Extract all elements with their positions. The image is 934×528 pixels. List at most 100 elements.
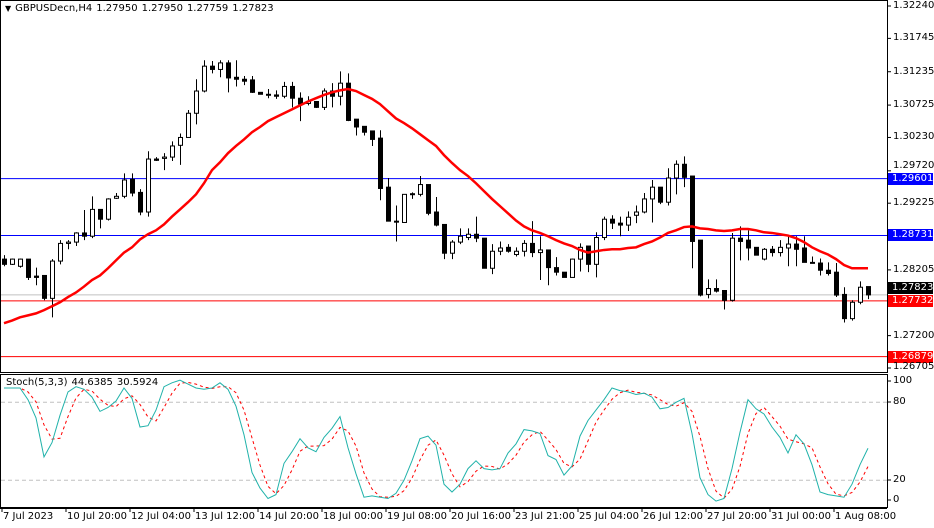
candle (602, 216, 607, 241)
candle-body (58, 242, 63, 262)
candle (42, 274, 47, 301)
candle (314, 100, 319, 109)
stoch-axis-label: 20 (893, 474, 906, 485)
candle (450, 240, 455, 260)
candle (290, 81, 295, 108)
main-panel-frame (0, 0, 888, 373)
candle-body (10, 258, 15, 265)
stoch-name: Stoch(5,3,3) (6, 377, 68, 388)
candle (826, 262, 831, 276)
price-tick-label: 1.27200 (893, 329, 934, 341)
stoch-header: Stoch(5,3,3) 44.6385 30.5924 (6, 377, 158, 388)
candle-body (722, 289, 727, 301)
candle-body (74, 232, 79, 243)
candle-body (130, 178, 135, 194)
candle (746, 230, 751, 261)
candle (442, 223, 447, 260)
candle (170, 141, 175, 162)
candle-body (154, 158, 159, 161)
candle-body (378, 137, 383, 189)
candle-body (410, 193, 415, 196)
candle (74, 232, 79, 247)
candle (418, 176, 423, 197)
candle-body (42, 274, 47, 299)
candle-body (666, 177, 671, 203)
candle (818, 258, 823, 276)
symbol-timeframe: GBPUSDecn,H4 (15, 3, 93, 14)
candle (474, 216, 479, 243)
candle (674, 160, 679, 195)
candle-body (26, 258, 31, 278)
candle (522, 240, 527, 257)
candle (378, 130, 383, 201)
price-tick-label: 1.31745 (893, 32, 934, 44)
current-price-label: 1.27823 (888, 281, 933, 294)
candle-body (474, 233, 479, 239)
candle-body (178, 136, 183, 146)
candle (58, 240, 63, 265)
horizontal-line-price-label[interactable]: 1.26879 (888, 350, 933, 363)
candle-body (234, 76, 239, 80)
candle (530, 221, 535, 258)
candle (594, 232, 599, 278)
candle (514, 247, 519, 257)
candle (642, 193, 647, 214)
horizontal-line-price-label[interactable]: 1.29601 (888, 172, 933, 185)
candle-body (314, 100, 319, 108)
candle-body (746, 239, 751, 249)
price-tick-label: 1.28205 (893, 263, 934, 275)
candle-body (834, 271, 839, 296)
candle (330, 83, 335, 108)
candle-body (642, 198, 647, 213)
candle-body (650, 186, 655, 200)
candle-body (170, 145, 175, 158)
candle-body (578, 246, 583, 260)
candle-body (554, 267, 559, 273)
price-tick-label: 1.31235 (893, 65, 934, 77)
candle-body (146, 158, 151, 213)
stoch-axis-label: 100 (893, 375, 913, 386)
candle (610, 215, 615, 230)
candle (122, 173, 127, 199)
candle-body (114, 195, 119, 199)
ohlc-open: 1.27950 (96, 3, 138, 14)
candle-body (386, 186, 391, 222)
candle (2, 255, 7, 267)
candle (850, 300, 855, 321)
candle (738, 226, 743, 261)
time-tick-label: 14 Jul 20:00 (259, 511, 319, 522)
candle (434, 196, 439, 227)
candle (866, 286, 871, 300)
time-tick-label: 31 Jul 00:00 (771, 511, 831, 522)
candle-body (546, 249, 551, 269)
candle (218, 60, 223, 78)
candle-body (850, 301, 855, 320)
horizontal-line-price-label[interactable]: 1.28731 (888, 229, 933, 242)
candle (682, 156, 687, 188)
price-tick-label: 1.29720 (893, 159, 934, 171)
time-tick-label: 7 Jul 2023 (3, 511, 54, 522)
candle-body (290, 85, 295, 99)
candle (658, 186, 663, 205)
candle (114, 193, 119, 199)
candle-body (778, 246, 783, 254)
collapse-triangle-icon[interactable]: ▼ (5, 4, 12, 13)
candle-body (490, 250, 495, 269)
candle (498, 241, 503, 256)
time-tick-label: 1 Aug 08:00 (835, 511, 897, 522)
candle-body (530, 242, 535, 254)
price-tick-label: 1.30725 (893, 99, 934, 111)
stoch-panel-frame (0, 374, 888, 508)
candle-body (122, 179, 127, 197)
price-tick-label: 1.30230 (893, 131, 934, 143)
candle (754, 246, 759, 256)
candle (402, 193, 407, 223)
candle (362, 125, 367, 136)
candle-body (98, 208, 103, 220)
candle-body (706, 288, 711, 295)
candle-body (250, 79, 255, 93)
candle (690, 175, 695, 269)
candle (370, 130, 375, 146)
horizontal-line-price-label[interactable]: 1.27732 (888, 294, 933, 307)
